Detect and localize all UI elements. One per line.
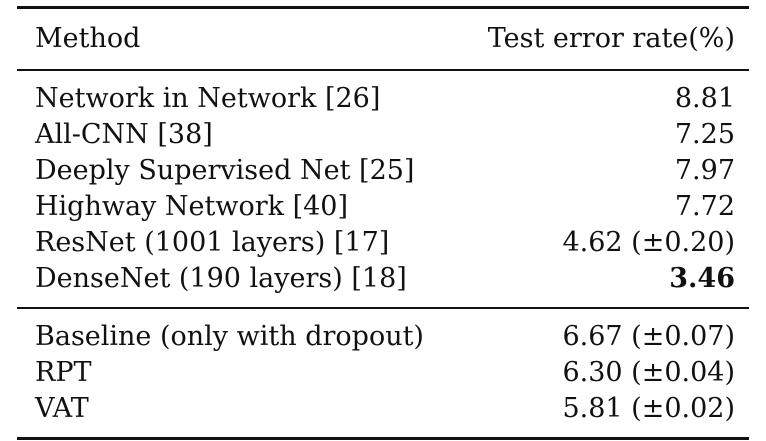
header-row: Method Test error rate(%) [17,9,749,69]
table-row: Baseline (only with dropout) 6.67 (±0.07… [17,309,749,355]
error-cell: 7.72 [674,191,735,222]
header-rule [17,69,749,71]
results-table-grid: Method Test error rate(%) [17,9,749,69]
table-row: Network in Network [26] 8.81 [17,71,749,117]
header-method: Method [35,23,141,54]
table-row: Deeply Supervised Net [25] 7.97 [17,153,749,189]
method-cell: VAT [35,393,89,424]
error-cell: 4.62 (±0.20) [562,227,735,258]
error-cell: 6.30 (±0.04) [562,357,735,388]
error-cell: 7.97 [674,155,735,186]
method-cell: DenseNet (190 layers) [18] [35,263,407,294]
method-cell: Deeply Supervised Net [25] [35,155,415,186]
method-cell: RPT [35,357,92,388]
method-cell: Highway Network [40] [35,191,348,222]
table-row: All-CNN [38] 7.25 [17,117,749,153]
error-cell: 7.25 [674,119,735,150]
table-row: VAT 5.81 (±0.02) [17,391,749,437]
method-cell: ResNet (1001 layers) [17] [35,227,390,258]
method-cell: All-CNN [38] [35,119,213,150]
error-cell: 8.81 [674,83,735,114]
table-row: RPT 6.30 (±0.04) [17,355,749,391]
table-row: Highway Network [40] 7.72 [17,189,749,225]
group2-table: Baseline (only with dropout) 6.67 (±0.07… [17,309,749,437]
header-error: Test error rate(%) [487,23,735,54]
method-cell: Baseline (only with dropout) [35,321,424,352]
table-row: DenseNet (190 layers) [18] 3.46 [17,261,749,307]
bottom-rule [17,437,749,440]
top-rule [17,6,749,9]
error-cell: 6.67 (±0.07) [562,321,735,352]
group-rule [17,307,749,309]
error-cell: 5.81 (±0.02) [562,393,735,424]
table-row: ResNet (1001 layers) [17] 4.62 (±0.20) [17,225,749,261]
method-cell: Network in Network [26] [35,83,381,114]
results-table: Method Test error rate(%) Network in Net… [17,6,749,440]
error-cell-best: 3.46 [669,263,735,294]
group1-table: Network in Network [26] 8.81 All-CNN [38… [17,71,749,307]
